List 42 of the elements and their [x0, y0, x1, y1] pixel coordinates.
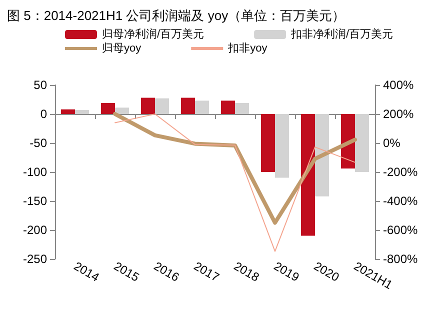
bar	[181, 98, 195, 114]
bar	[275, 114, 289, 178]
y-tick-label: -250	[22, 252, 48, 266]
y2-tick-label: -600%	[383, 223, 418, 237]
bar	[61, 109, 75, 114]
y2-tick-label: -200%	[383, 165, 418, 179]
y-tick-label: 0	[40, 107, 48, 121]
legend-label: 扣非yoy	[227, 42, 268, 54]
legend-label: 归母净利润/百万美元	[102, 28, 204, 40]
bar	[301, 114, 315, 236]
bar	[195, 100, 209, 114]
x-tick-label: 2020	[312, 258, 342, 285]
bar	[75, 110, 89, 114]
y-tick-label: -100	[22, 165, 48, 179]
x-tick-label: 2014	[72, 258, 102, 285]
x-tick-label: 2015	[112, 258, 142, 285]
legend-label: 归母yoy	[102, 42, 142, 54]
bar	[235, 102, 249, 114]
line-series	[114, 114, 356, 252]
y2-tick-label: 400%	[383, 78, 414, 92]
x-tick-label: 2019	[272, 258, 302, 285]
x-tick-label: 2018	[232, 258, 262, 285]
x-tick-label: 2016	[152, 258, 182, 285]
bar	[101, 102, 115, 114]
y2-tick-label: 200%	[383, 107, 414, 121]
y2-tick-label: -400%	[383, 194, 418, 208]
y2-tick-label: 0%	[383, 136, 401, 150]
bar	[355, 114, 369, 172]
x-tick-label: 2017	[192, 258, 222, 285]
legend-label: 扣非净利润/百万美元	[290, 28, 394, 40]
y-tick-label: 50	[34, 78, 48, 92]
bar	[315, 114, 329, 196]
bar	[261, 114, 275, 172]
y2-tick-label: -800%	[383, 252, 418, 266]
bar	[115, 108, 129, 114]
bar	[155, 98, 169, 114]
y-tick-label: -50	[30, 136, 48, 150]
y-tick-label: -150	[22, 194, 48, 208]
chart-title: 图 5：2014-2021H1 公司利润端及 yoy（单位：百万美元）	[7, 8, 346, 23]
bar	[221, 100, 235, 114]
bar	[141, 98, 155, 114]
y-tick-label: -200	[22, 223, 48, 237]
